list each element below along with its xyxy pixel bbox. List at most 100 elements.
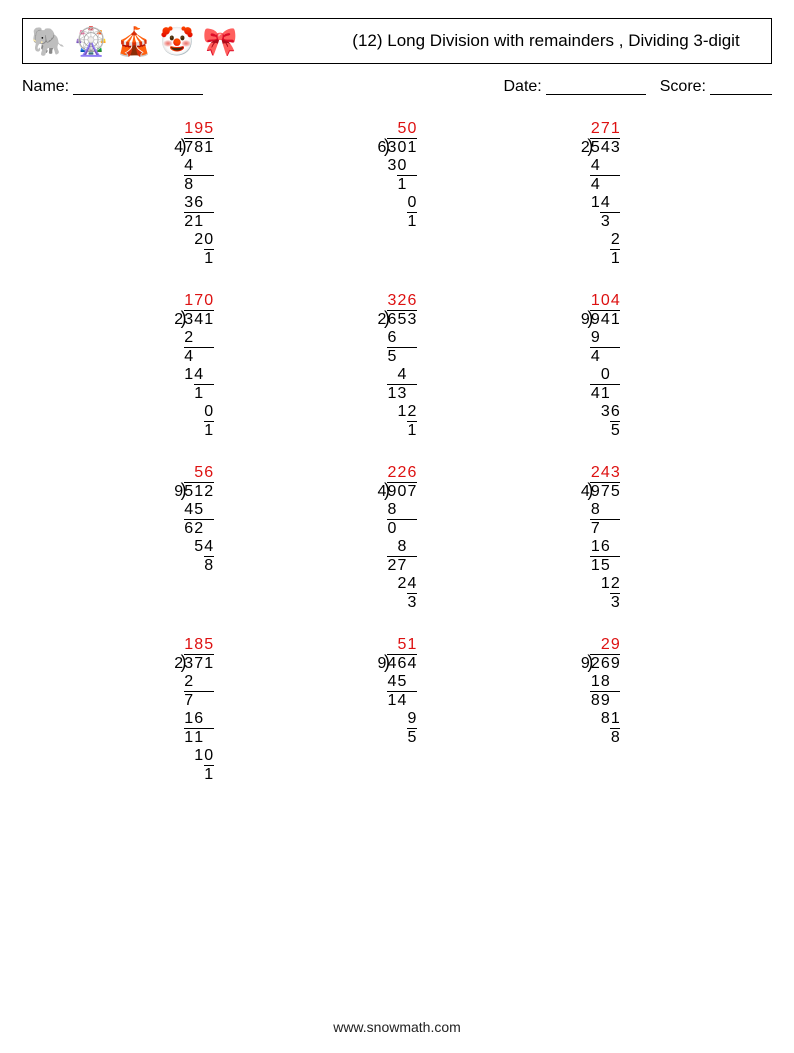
work-digit: 8 (610, 729, 620, 748)
quotient-digit: 7 (194, 292, 204, 311)
work-digit: 6 (194, 194, 204, 213)
work-digit: 8 (590, 692, 600, 711)
division-problem: 2992691889818 (499, 636, 702, 784)
work-digit: 3 (600, 213, 610, 232)
work-digit: 4 (590, 385, 600, 404)
work-digit: 4 (387, 673, 397, 692)
name-line (73, 78, 203, 95)
work-digit: 2 (184, 213, 194, 232)
work-digit (407, 385, 417, 404)
work-digit: 7 (397, 557, 407, 576)
work-digit: 0 (397, 157, 407, 176)
dividend-digit: 1 (204, 139, 214, 158)
dividend-digit: 0 (397, 139, 407, 158)
quotient-digit: 8 (194, 636, 204, 655)
work-digit: 2 (184, 329, 194, 348)
score-line (710, 78, 772, 95)
divisor: 4 (377, 483, 387, 502)
division-problem: 2434975871615123 (499, 464, 702, 612)
quotient-digit: 7 (600, 120, 610, 139)
work-digit (610, 194, 620, 213)
work-digit: 8 (387, 501, 397, 520)
work-digit (194, 403, 204, 422)
header: 🐘 🎡 🎪 🤡 🎀 (12) Long Division with remain… (22, 18, 772, 64)
work-digit: 6 (184, 520, 194, 539)
work-digit: 2 (194, 520, 204, 539)
work-digit: 1 (194, 729, 204, 748)
work-digit: 8 (204, 557, 214, 576)
work-digit: 9 (407, 710, 417, 729)
work-digit (387, 538, 397, 557)
work-digit: 6 (194, 710, 204, 729)
name-label: Name: (22, 78, 69, 96)
work-digit (407, 366, 417, 385)
work-digit (600, 231, 610, 250)
work-digit (194, 557, 204, 576)
work-digit: 4 (407, 575, 417, 594)
work-digit (610, 673, 620, 692)
quotient-digit: 0 (600, 292, 610, 311)
work-digit: 1 (387, 692, 397, 711)
work-digit: 8 (590, 501, 600, 520)
dividend-digit: 2 (204, 483, 214, 502)
work-digit (194, 157, 204, 176)
quotient-digit: 9 (194, 120, 204, 139)
work-digit (387, 403, 397, 422)
work-digit: 1 (397, 176, 407, 195)
work-digit: 1 (194, 213, 204, 232)
work-digit (610, 692, 620, 711)
work-digit: 1 (184, 729, 194, 748)
work-digit: 3 (397, 385, 407, 404)
work-digit (590, 403, 600, 422)
dividend-digit: 7 (600, 483, 610, 502)
work-digit (600, 329, 610, 348)
work-digit (204, 692, 214, 711)
work-digit (204, 194, 214, 213)
footer: www.snowmath.com (0, 1019, 794, 1035)
dividend-digit: 4 (407, 655, 417, 674)
work-digit: 2 (194, 231, 204, 250)
quotient-digit: 0 (407, 120, 417, 139)
dividend-digit: 8 (194, 139, 204, 158)
work-digit (610, 176, 620, 195)
dividend-digit: 1 (204, 655, 214, 674)
work-digit (600, 501, 610, 520)
work-digit (204, 710, 214, 729)
work-digit (204, 673, 214, 692)
work-digit (184, 385, 194, 404)
work-digit: 8 (397, 538, 407, 557)
work-digit (407, 176, 417, 195)
work-digit: 5 (600, 557, 610, 576)
work-digit: 5 (397, 673, 407, 692)
division-problem: 104994194041365 (499, 292, 702, 440)
dividend-digit: 1 (194, 483, 204, 502)
work-digit: 1 (600, 575, 610, 594)
work-digit: 1 (610, 250, 620, 269)
work-digit: 4 (184, 348, 194, 367)
work-digit: 1 (590, 538, 600, 557)
work-digit: 4 (590, 348, 600, 367)
work-digit: 0 (407, 194, 417, 213)
work-digit: 4 (184, 157, 194, 176)
ferris-wheel-icon: 🎡 (74, 25, 109, 58)
work-digit: 0 (204, 231, 214, 250)
work-digit (397, 194, 407, 213)
elephant-icon: 🐘 (31, 25, 66, 58)
quotient-digit: 6 (407, 292, 417, 311)
work-digit (204, 501, 214, 520)
work-digit: 2 (407, 403, 417, 422)
work-digit (204, 157, 214, 176)
work-digit: 1 (204, 422, 214, 441)
work-digit (184, 250, 194, 269)
work-digit: 1 (407, 422, 417, 441)
work-digit (600, 157, 610, 176)
work-digit: 3 (610, 594, 620, 613)
work-digit (407, 520, 417, 539)
work-digit: 6 (610, 403, 620, 422)
work-digit (610, 348, 620, 367)
work-digit (387, 422, 397, 441)
dividend-digit: 6 (397, 655, 407, 674)
division-problem: 1954781483621201 (92, 120, 295, 268)
work-digit (204, 176, 214, 195)
work-digit (600, 176, 610, 195)
